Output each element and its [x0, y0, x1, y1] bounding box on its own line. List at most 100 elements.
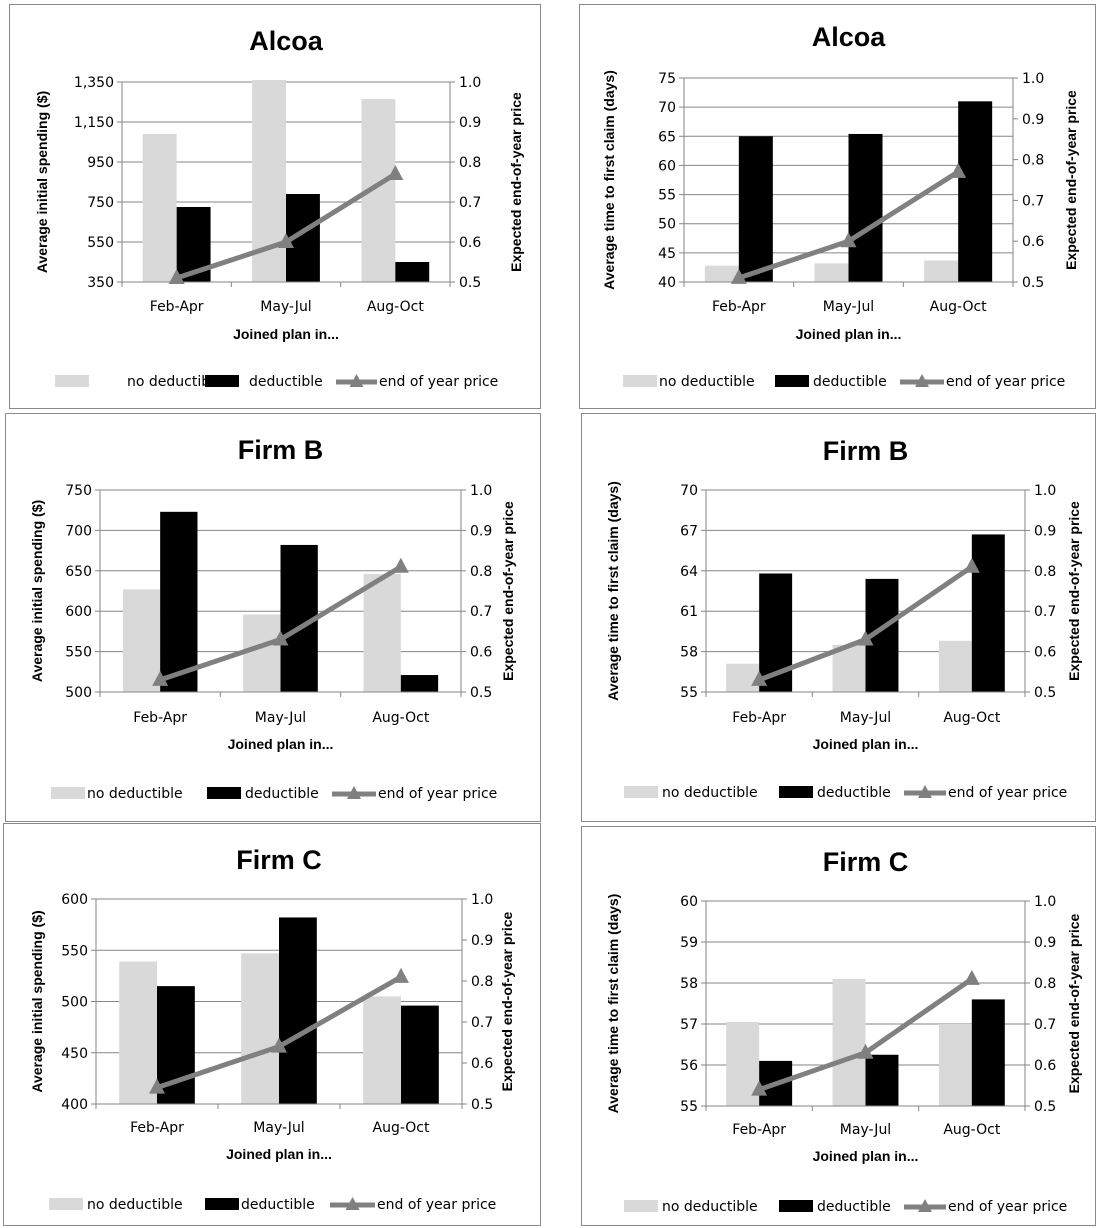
y2-tick-label: 0.6: [470, 645, 492, 661]
x-tick-label: Feb-Apr: [133, 710, 187, 726]
legend-marker-end-of-year-price: [918, 785, 932, 798]
y2-axis-title: Expected end-of-year price: [508, 92, 524, 272]
legend-label-end-of-year-price: end of year price: [946, 374, 1065, 390]
chart-title: Firm B: [823, 436, 909, 466]
x-tick-label: Feb-Apr: [712, 299, 766, 315]
y2-tick-label: 0.5: [1022, 275, 1044, 291]
y2-tick-label: 1.0: [459, 75, 481, 91]
chart-panel-alcoa-claim-time: Alcoa 40 45 50 55 60 65 70 75 0.5 0.6 0.7 0.8 0.9 1.0 F…: [579, 4, 1096, 409]
y-tick-label: 65: [658, 129, 676, 145]
y-tick-label: 55: [658, 188, 676, 204]
y2-tick-label: 0.9: [471, 933, 493, 949]
y2-tick-label: 0.6: [471, 1056, 493, 1072]
legend-label-end-of-year-price: end of year price: [948, 785, 1067, 801]
legend-label-deductible: deductible: [813, 374, 887, 390]
y2-axis-title: Expected end-of-year price: [1063, 90, 1079, 270]
point-end-of-year-price: [963, 969, 980, 985]
point-end-of-year-price: [149, 1078, 165, 1094]
legend-label-no-deductible: no deductible: [662, 1199, 758, 1215]
y2-tick-label: 0.8: [470, 564, 492, 580]
x-tick-label: May-Jul: [260, 299, 311, 315]
x-tick-label: May-Jul: [823, 299, 874, 315]
x-tick-label: May-Jul: [255, 710, 306, 726]
point-end-of-year-price: [963, 557, 980, 573]
legend-label-deductible: deductible: [245, 786, 319, 802]
y2-tick-label: 0.6: [459, 235, 481, 251]
y-tick-label: 55: [680, 1099, 698, 1115]
y2-tick-label: 0.9: [1034, 935, 1056, 951]
y-tick-label: 600: [65, 604, 92, 620]
x-tick-label: Feb-Apr: [732, 1122, 786, 1138]
legend-swatch-deductible: [779, 786, 813, 798]
bar-no-deductible: [704, 265, 739, 282]
y-tick-label: 59: [680, 935, 698, 951]
legend-label-end-of-year-price: end of year price: [378, 786, 497, 802]
bar-no-deductible: [938, 640, 972, 692]
legend-swatch-no-deductible: [624, 786, 658, 798]
point-end-of-year-price: [272, 630, 289, 646]
legend-label-no-deductible: no deductible: [87, 786, 183, 802]
bar-no-deductible: [122, 589, 161, 692]
y-axis-title: Average time to first claim (days): [605, 894, 621, 1114]
y-tick-label: 500: [65, 685, 92, 701]
y-tick-label: 750: [87, 195, 114, 211]
y2-tick-label: 1.0: [1034, 894, 1056, 910]
y2-tick-label: 1.0: [1034, 483, 1056, 499]
bar-no-deductible: [938, 1024, 972, 1106]
y-axis-title: Average initial spending ($): [29, 910, 45, 1092]
bar-no-deductible: [814, 263, 849, 282]
point-end-of-year-price: [393, 967, 409, 983]
bar-no-deductible: [142, 134, 177, 282]
legend-label-deductible: deductible: [817, 1199, 891, 1215]
y-tick-label: 650: [65, 564, 92, 580]
y-tick-label: 58: [680, 645, 698, 661]
chart-svg: Firm B 500 550 600 650 700 750 0.5 0.6 0.7 0.8 0.9 1…: [29, 435, 516, 802]
legend-swatch-no-deductible: [624, 1200, 658, 1212]
x-tick-label: Feb-Apr: [150, 299, 204, 315]
y2-tick-label: 0.5: [471, 1097, 493, 1113]
y-tick-label: 350: [87, 275, 114, 291]
bar-no-deductible: [832, 644, 866, 692]
y-tick-label: 1,150: [74, 115, 114, 131]
y-tick-label: 550: [87, 235, 114, 251]
bar-deductible: [738, 136, 773, 282]
point-end-of-year-price: [152, 670, 169, 686]
chart-panel-firmc-claim-time: Firm C 55 56 57 58 59 60 0.5 0.6 0.7 0.8 0.9 1.0 Feb-…: [581, 826, 1096, 1226]
y2-tick-label: 0.7: [1034, 604, 1056, 620]
legend-label-end-of-year-price: end of year price: [948, 1199, 1067, 1215]
legend-label-no-deductible: no deductible: [87, 1197, 183, 1213]
chart-title: Firm C: [236, 845, 322, 875]
y-tick-label: 75: [658, 71, 676, 87]
y-tick-label: 40: [658, 275, 676, 291]
x-tick-label: May-Jul: [253, 1120, 304, 1136]
y-tick-label: 550: [61, 943, 88, 959]
x-axis-title: Joined plan in...: [226, 1146, 332, 1162]
y2-tick-label: 0.9: [1022, 112, 1044, 128]
bar-no-deductible: [119, 961, 157, 1104]
bar-deductible: [958, 101, 993, 282]
point-end-of-year-price: [392, 557, 409, 573]
y-tick-label: 950: [87, 155, 114, 171]
y-tick-label: 700: [65, 523, 92, 539]
y-tick-label: 500: [61, 995, 88, 1011]
y2-tick-label: 0.9: [1034, 523, 1056, 539]
y2-axis-title: Expected end-of-year price: [500, 501, 516, 681]
x-axis-title: Joined plan in...: [233, 326, 339, 342]
y-tick-label: 60: [658, 158, 676, 174]
bar-deductible: [971, 999, 1005, 1106]
point-end-of-year-price: [857, 630, 874, 646]
y2-tick-label: 0.8: [471, 974, 493, 990]
chart-panel-firmb-claim-time: Firm B 55 58 61 64 67 70 0.5 0.6 0.7 0.8 0.9 1.0 Feb-…: [581, 413, 1096, 822]
y-axis-title: Average initial spending ($): [29, 500, 45, 682]
bar-deductible: [400, 675, 439, 692]
x-tick-label: Aug-Oct: [372, 710, 429, 726]
y-tick-label: 57: [680, 1017, 698, 1033]
y-tick-label: 70: [658, 100, 676, 116]
legend-marker-end-of-year-price: [345, 1197, 360, 1210]
chart-title: Alcoa: [812, 22, 887, 52]
y2-tick-label: 0.7: [1022, 193, 1044, 209]
bar-deductible: [865, 1054, 899, 1106]
y2-tick-label: 0.9: [459, 115, 481, 131]
legend-swatch-deductible: [205, 1198, 239, 1210]
y-tick-label: 67: [680, 523, 698, 539]
